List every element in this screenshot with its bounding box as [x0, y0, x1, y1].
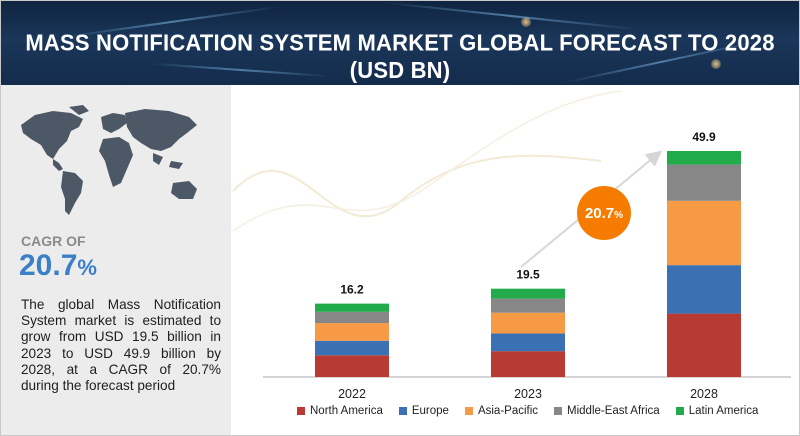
bar-segment-north-america-2028: [667, 313, 741, 377]
bar-segment-asia-pacific-2022: [315, 323, 389, 341]
bar-segment-latin-america-2022: [315, 303, 389, 312]
world-map-icon: [21, 105, 197, 215]
bar-segment-europe-2022: [315, 340, 389, 356]
labels-group: 16.2 2022 19.5 2023 49.9 2028: [338, 130, 718, 401]
bar-segment-middle-east-africa-2023: [491, 298, 565, 313]
legend-label: Latin America: [688, 405, 759, 417]
cagr-unit: %: [77, 255, 97, 280]
bar-segment-middle-east-africa-2022: [315, 311, 389, 324]
chart-legend: North America Europe Asia-Pacific Middle-Ea…: [297, 405, 758, 417]
bar-segment-europe-2028: [667, 265, 741, 314]
cagr-value: 20.7%: [19, 249, 97, 283]
cagr-number: 20.7: [19, 249, 78, 282]
bar-segment-asia-pacific-2023: [491, 312, 565, 334]
legend-swatch: [398, 407, 407, 415]
decorative-curve: [232, 154, 602, 218]
cagr-badge-label: 20.7%: [585, 205, 623, 222]
legend-swatch: [297, 407, 305, 415]
cagr-badge: [577, 186, 631, 240]
light-dot: [711, 59, 721, 69]
bar-segment-latin-america-2028: [667, 151, 741, 165]
legend-label: Europe: [411, 405, 449, 417]
total-label-2023: 19.5: [516, 268, 540, 282]
total-label-2022: 16.2: [340, 283, 364, 297]
decorative-curve: [232, 90, 622, 232]
left-panel: CAGR OF 20.7% The global Mass Notificati…: [1, 85, 231, 435]
bar-segment-europe-2023: [491, 333, 565, 352]
cagr-label: CAGR OF: [21, 233, 86, 249]
legend-label: North America: [310, 405, 383, 417]
x-tick-label-2022: 2022: [338, 387, 366, 401]
legend-item-middle-east-africa: Middle-East Africa: [554, 405, 660, 417]
market-description: The global Mass Notification System mark…: [21, 297, 221, 394]
legend-item-north-america: North America: [297, 405, 383, 417]
legend-label: Middle-East Africa: [567, 405, 660, 417]
light-dot: [521, 17, 531, 27]
legend-swatch: [464, 407, 473, 415]
legend-item-latin-america: Latin America: [675, 405, 759, 417]
legend-label: Asia-Pacific: [477, 405, 539, 417]
total-label-2028: 49.9: [692, 130, 716, 144]
legend-item-asia-pacific: Asia-Pacific: [464, 405, 539, 417]
bar-segment-middle-east-africa-2028: [667, 164, 741, 201]
bar-segment-north-america-2023: [491, 351, 565, 377]
bars-group: [315, 151, 741, 377]
x-tick-label-2028: 2028: [690, 387, 718, 401]
legend-swatch: [554, 407, 563, 415]
header-banner: MASS NOTIFICATION SYSTEM MARKET GLOBAL F…: [1, 1, 799, 85]
legend-item-europe: Europe: [398, 405, 449, 417]
page-title: MASS NOTIFICATION SYSTEM MARKET GLOBAL F…: [25, 29, 775, 84]
x-tick-label-2023: 2023: [514, 387, 542, 401]
legend-swatch: [675, 407, 684, 415]
bar-segment-latin-america-2023: [491, 288, 565, 299]
bar-segment-north-america-2022: [315, 355, 389, 377]
bar-segment-asia-pacific-2028: [667, 200, 741, 266]
